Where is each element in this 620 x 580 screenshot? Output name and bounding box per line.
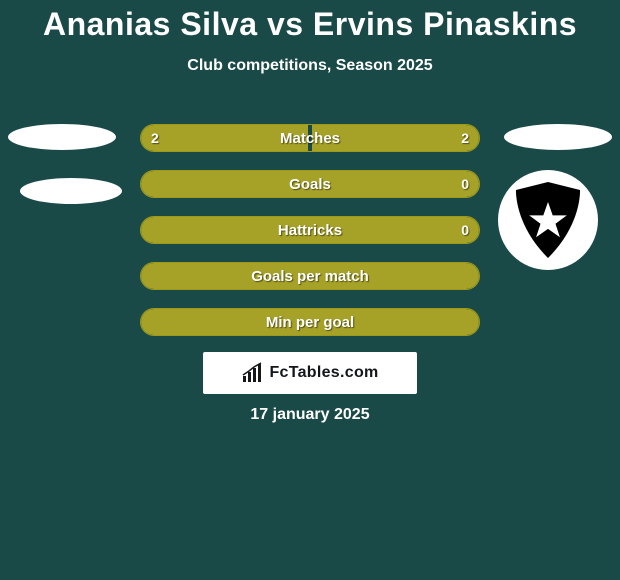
stat-label: Min per goal [141, 309, 479, 335]
stat-row-matches: 2 Matches 2 [140, 124, 480, 152]
stat-row-goals: Goals 0 [140, 170, 480, 198]
club-left-logo-placeholder [20, 178, 122, 204]
club-right-badge [498, 170, 598, 270]
player-left-avatar-placeholder [8, 124, 116, 150]
fctables-logo-link[interactable]: FcTables.com [203, 352, 417, 394]
stat-row-goals-per-match: Goals per match [140, 262, 480, 290]
stats-bars: 2 Matches 2 Goals 0 Hattricks 0 Goals pe… [140, 124, 480, 354]
stat-label: Goals per match [141, 263, 479, 289]
stat-value-right: 0 [461, 217, 469, 243]
stat-value-right: 2 [461, 125, 469, 151]
subtitle: Club competitions, Season 2025 [0, 57, 620, 75]
stat-row-hattricks: Hattricks 0 [140, 216, 480, 244]
stat-label: Matches [141, 125, 479, 151]
stat-row-min-per-goal: Min per goal [140, 308, 480, 336]
page-title: Ananias Silva vs Ervins Pinaskins [0, 0, 620, 43]
shield-star-icon [506, 178, 590, 262]
comparison-widget: Ananias Silva vs Ervins Pinaskins Club c… [0, 0, 620, 580]
logo-text: FcTables.com [269, 364, 378, 382]
stat-label: Goals [141, 171, 479, 197]
player-right-avatar-placeholder [504, 124, 612, 150]
stat-value-right: 0 [461, 171, 469, 197]
bar-chart-icon [241, 362, 263, 384]
date-label: 17 january 2025 [0, 406, 620, 424]
stat-label: Hattricks [141, 217, 479, 243]
